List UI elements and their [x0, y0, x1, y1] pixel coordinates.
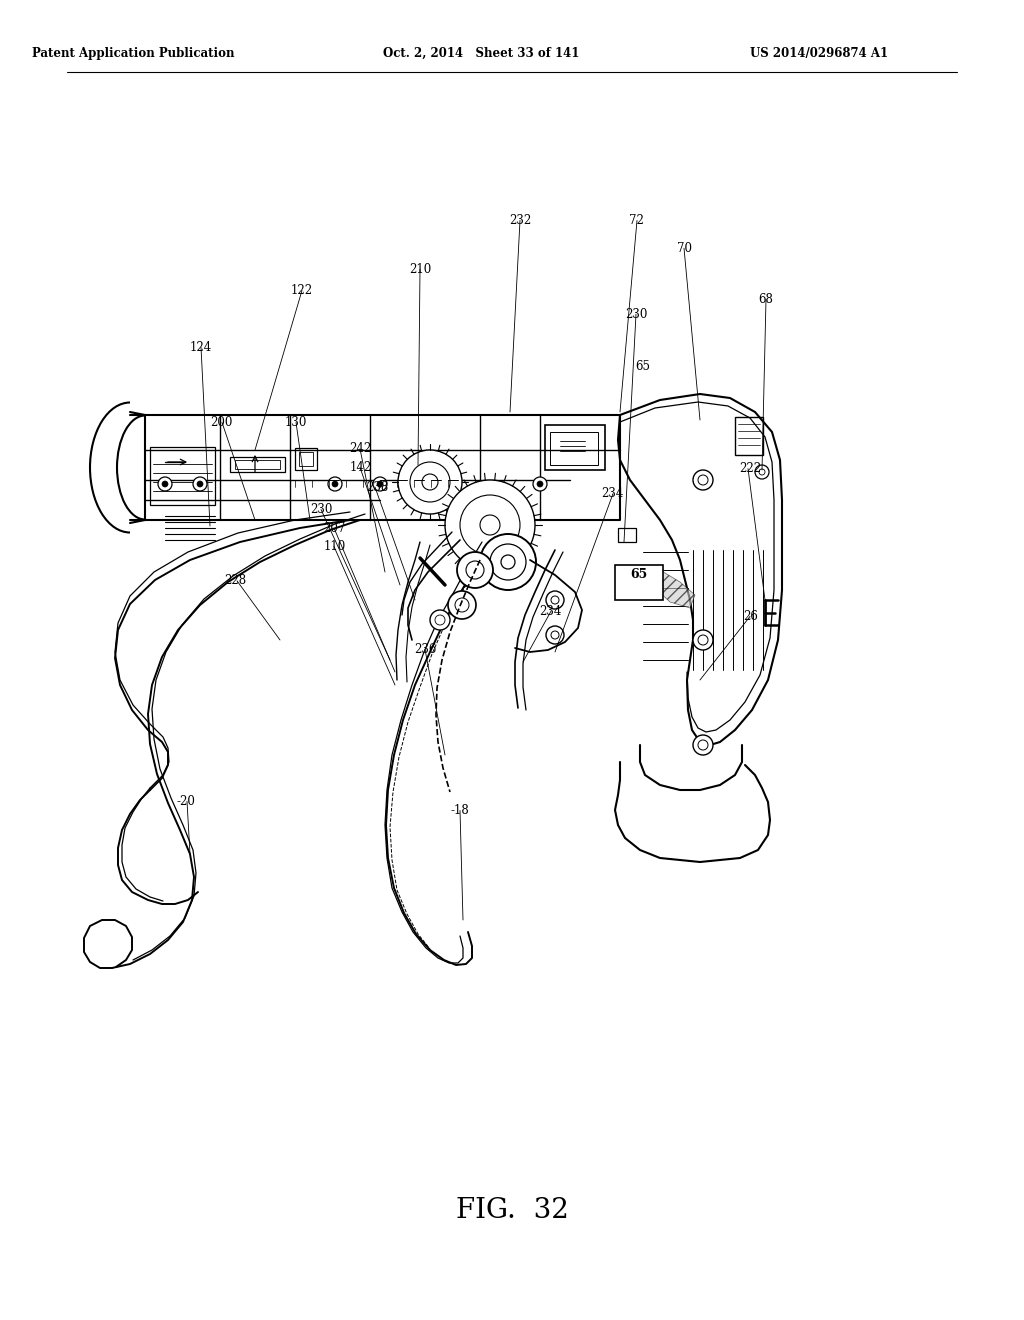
- Circle shape: [377, 480, 383, 487]
- Bar: [550, 432, 598, 465]
- Text: US 2014/0296874 A1: US 2014/0296874 A1: [751, 48, 888, 59]
- Text: 65: 65: [631, 568, 647, 581]
- Text: 26: 26: [743, 610, 758, 623]
- Circle shape: [328, 477, 342, 491]
- Circle shape: [332, 480, 338, 487]
- Circle shape: [698, 741, 708, 750]
- Text: 122: 122: [291, 284, 313, 297]
- Circle shape: [698, 635, 708, 645]
- Text: 110: 110: [324, 540, 346, 553]
- Circle shape: [193, 477, 207, 491]
- Circle shape: [373, 477, 387, 491]
- Text: 68: 68: [759, 293, 773, 306]
- Text: 200: 200: [210, 416, 232, 429]
- Text: 207: 207: [324, 521, 346, 535]
- Circle shape: [693, 470, 713, 490]
- Text: 238: 238: [366, 480, 388, 494]
- Circle shape: [693, 735, 713, 755]
- Text: Patent Application Publication: Patent Application Publication: [32, 48, 234, 59]
- Circle shape: [546, 626, 564, 644]
- Circle shape: [445, 480, 535, 570]
- Bar: [150, 447, 215, 506]
- Circle shape: [759, 469, 765, 475]
- Bar: [545, 425, 605, 470]
- Bar: [735, 417, 763, 455]
- Text: 222: 222: [739, 462, 762, 475]
- Text: 70: 70: [677, 242, 691, 255]
- Circle shape: [534, 477, 547, 491]
- Circle shape: [551, 631, 559, 639]
- Text: 130: 130: [285, 416, 307, 429]
- Circle shape: [455, 598, 469, 612]
- Circle shape: [162, 480, 168, 487]
- Bar: [299, 451, 313, 466]
- Circle shape: [422, 474, 438, 490]
- Text: 124: 124: [189, 341, 212, 354]
- Circle shape: [537, 480, 543, 487]
- Text: 72: 72: [630, 214, 644, 227]
- Text: Oct. 2, 2014   Sheet 33 of 141: Oct. 2, 2014 Sheet 33 of 141: [383, 48, 580, 59]
- Text: 210: 210: [409, 263, 431, 276]
- Text: 228: 228: [224, 574, 247, 587]
- Circle shape: [755, 465, 769, 479]
- Circle shape: [457, 552, 493, 587]
- Circle shape: [449, 591, 476, 619]
- Circle shape: [490, 544, 526, 579]
- Circle shape: [158, 477, 172, 491]
- Text: 242: 242: [349, 442, 372, 455]
- Text: 234: 234: [539, 605, 561, 618]
- Circle shape: [698, 475, 708, 484]
- Bar: [230, 457, 285, 473]
- Text: 65: 65: [636, 360, 650, 374]
- Text: 234: 234: [601, 487, 624, 500]
- Text: -20: -20: [177, 795, 196, 808]
- Text: FIG.  32: FIG. 32: [456, 1197, 568, 1224]
- Circle shape: [480, 515, 500, 535]
- Bar: [295, 447, 317, 470]
- Circle shape: [546, 591, 564, 609]
- Circle shape: [410, 462, 450, 502]
- Text: -18: -18: [451, 804, 469, 817]
- Bar: [618, 528, 636, 543]
- Text: 230: 230: [625, 308, 647, 321]
- Circle shape: [551, 597, 559, 605]
- Circle shape: [466, 561, 484, 579]
- Text: 142: 142: [349, 461, 372, 474]
- Circle shape: [430, 610, 450, 630]
- Text: 230: 230: [310, 503, 333, 516]
- Circle shape: [480, 535, 536, 590]
- Circle shape: [197, 480, 203, 487]
- Circle shape: [460, 495, 520, 554]
- Circle shape: [693, 630, 713, 649]
- Text: 232: 232: [509, 214, 531, 227]
- Circle shape: [435, 615, 445, 624]
- Text: 236: 236: [414, 643, 436, 656]
- Bar: [234, 459, 280, 469]
- Polygon shape: [648, 570, 695, 609]
- Circle shape: [501, 554, 515, 569]
- Bar: [615, 565, 663, 601]
- Circle shape: [398, 450, 462, 513]
